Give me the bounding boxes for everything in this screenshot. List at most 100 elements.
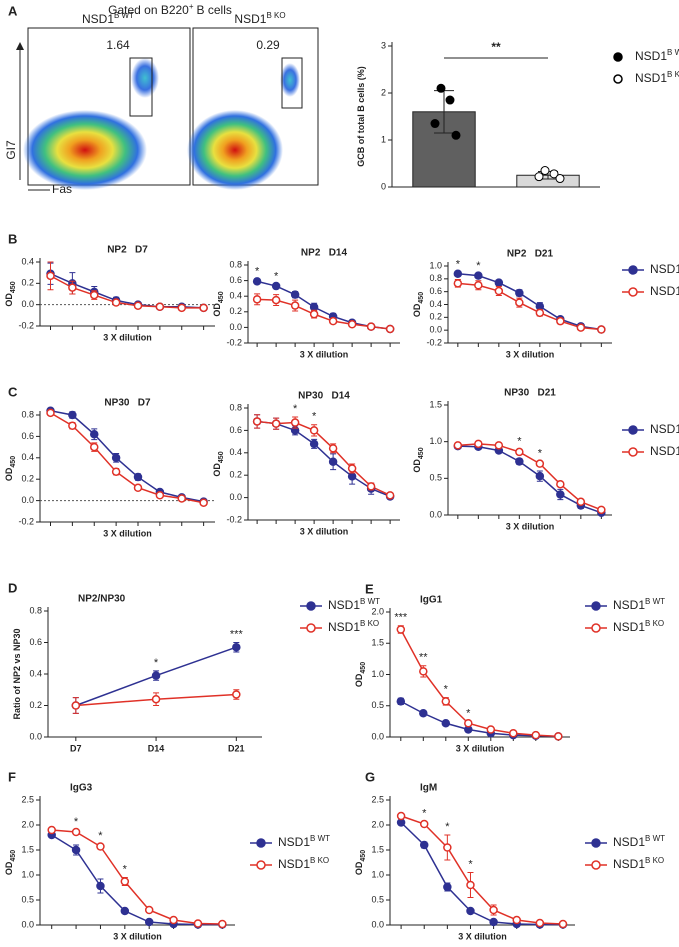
legend-name-sup: B WT <box>360 597 380 606</box>
y-axis-label: OD450 <box>212 451 225 476</box>
data-point <box>419 840 429 850</box>
flow-label: NSD1B KO <box>234 11 285 27</box>
y-tick-label: 0.8 <box>29 605 42 615</box>
data-point <box>155 302 165 312</box>
y-axis-label: GCB of total B cells (%) <box>356 66 366 167</box>
significance: * <box>445 821 450 833</box>
data-point <box>111 453 121 463</box>
significance: * <box>293 403 298 415</box>
panel-letter: E <box>365 581 374 596</box>
data-point <box>328 444 338 453</box>
panel-letter: B <box>8 231 17 246</box>
y-axis-label: OD450 <box>4 850 17 875</box>
legend-name-sup: B KO <box>667 70 679 79</box>
series-line <box>400 629 559 738</box>
flow-label-text: NSD1 <box>234 12 266 26</box>
data-point <box>232 642 241 652</box>
series-line <box>51 829 223 925</box>
significance: *** <box>230 628 244 640</box>
data-point <box>515 298 524 307</box>
data-point <box>419 819 429 829</box>
data-point <box>489 917 498 927</box>
data-point <box>290 290 300 299</box>
legend-label: NSD1B WT <box>650 421 679 437</box>
data-point <box>453 441 463 450</box>
data-point <box>531 730 541 740</box>
data-point <box>558 919 568 929</box>
y-tick-label: 0.0 <box>229 322 242 332</box>
data-point <box>252 417 262 426</box>
data-point <box>328 316 338 326</box>
significance: * <box>422 807 427 819</box>
legend-name: NSD1 <box>635 49 667 63</box>
flow-title: Gated on B220+ B cells <box>108 2 232 18</box>
data-point <box>556 490 565 499</box>
y-tick-label: 0.8 <box>429 273 442 283</box>
data-point <box>396 697 406 706</box>
legend-label: NSD1B KO <box>613 856 664 872</box>
y-tick-label: 0.4 <box>429 299 442 309</box>
data-point <box>466 880 475 890</box>
significance: ** <box>491 40 501 54</box>
y-axis-label-sub: 450 <box>218 291 225 303</box>
legend-name: NSD1 <box>278 835 310 849</box>
data-point <box>309 426 319 435</box>
significance: * <box>312 411 317 423</box>
data-point <box>494 441 504 450</box>
data-point <box>252 277 262 286</box>
data-point <box>290 301 300 310</box>
y-tick-label: 1.5 <box>371 844 384 854</box>
legend-name: NSD1 <box>328 598 360 612</box>
data-point <box>46 408 55 418</box>
legend-name: NSD1 <box>613 620 645 634</box>
panel-letter: F <box>8 769 16 784</box>
data-point <box>554 732 563 741</box>
y-tick-label: 0.4 <box>229 291 242 301</box>
y-tick-label: 0.4 <box>21 452 34 462</box>
data-point <box>396 625 406 634</box>
y-tick-label: 0.6 <box>229 425 242 435</box>
gate-value: 1.64 <box>106 38 130 52</box>
y-axis-label-text: OD <box>212 463 222 477</box>
data-point <box>441 719 451 728</box>
y-tick-label: -0.2 <box>18 516 34 526</box>
legend-marker <box>306 623 316 633</box>
data-point <box>494 278 504 287</box>
significance: * <box>123 863 128 875</box>
x-axis-label: 3 X dilution <box>103 332 152 342</box>
data-point <box>271 295 281 305</box>
significance: * <box>154 657 159 669</box>
y-tick-label: 2 <box>381 87 386 97</box>
flow-label-sup: B WT <box>114 11 134 20</box>
y-tick-label: -0.2 <box>18 320 34 330</box>
y-axis-label-sub: 450 <box>218 451 225 463</box>
x-tick-label: D21 <box>228 743 245 753</box>
legend-marker <box>591 623 601 633</box>
data-point <box>47 825 56 835</box>
y-axis-label: OD450 <box>354 662 367 687</box>
y-axis-label-text: OD <box>4 293 14 307</box>
legend-label: NSD1B KO <box>650 443 679 459</box>
flow-x-label: Fas <box>52 182 72 196</box>
flow-plot <box>23 27 191 190</box>
legend-name: NSD1 <box>650 262 679 276</box>
legend-marker <box>628 287 638 297</box>
data-point <box>252 295 262 304</box>
y-tick-label: 0.2 <box>29 700 42 710</box>
y-tick-label: 3 <box>381 40 386 50</box>
legend-name-sup: B WT <box>667 48 679 57</box>
legend-marker <box>628 447 638 457</box>
y-tick-label: 1.0 <box>429 260 442 270</box>
data-point <box>366 322 376 331</box>
legend-marker <box>306 601 316 611</box>
significance: * <box>468 858 473 870</box>
data-point <box>347 464 357 473</box>
legend-name: NSD1 <box>613 835 645 849</box>
y-axis-label-text: Ratio of NP2 vs NP30 <box>12 628 22 719</box>
data-point <box>486 725 496 734</box>
significance: * <box>274 270 279 282</box>
data-point <box>309 309 319 319</box>
series-line <box>400 815 564 925</box>
y-tick-label: 0.0 <box>429 509 442 519</box>
y-tick-label: 0.0 <box>21 299 34 309</box>
